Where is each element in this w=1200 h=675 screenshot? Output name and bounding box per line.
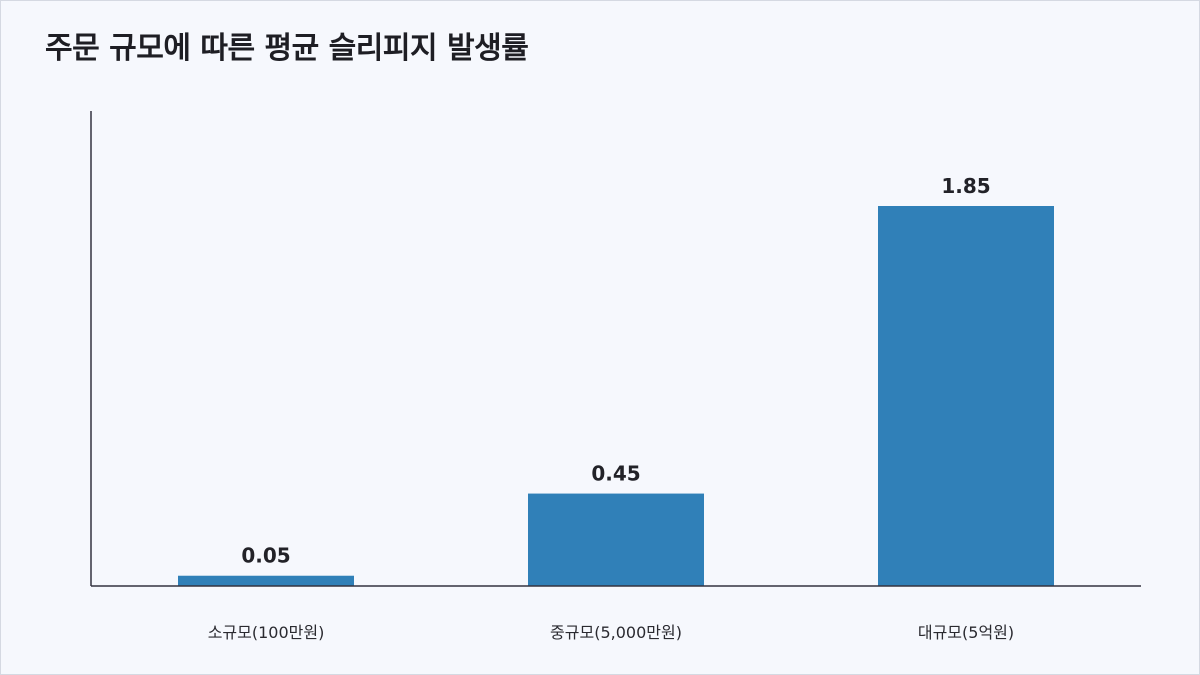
value-labels-group: 0.05 0.45 1.85	[241, 174, 990, 568]
bar-value-label-0: 0.05	[241, 544, 290, 568]
bar-1	[528, 493, 704, 586]
category-labels-group: 소규모(100만원) 중규모(5,000만원) 대규모(5억원)	[208, 623, 1014, 642]
chart-title: 주문 규모에 따른 평균 슬리피지 발생률	[45, 31, 529, 66]
bar-0	[178, 575, 354, 586]
category-label-0: 소규모(100만원)	[208, 623, 325, 642]
bars-group	[178, 206, 1054, 586]
bar-2	[878, 206, 1054, 586]
bar-value-label-1: 0.45	[591, 462, 640, 486]
bar-value-label-2: 1.85	[941, 174, 990, 198]
category-label-1: 중규모(5,000만원)	[550, 623, 682, 642]
category-label-2: 대규모(5억원)	[918, 623, 1014, 642]
